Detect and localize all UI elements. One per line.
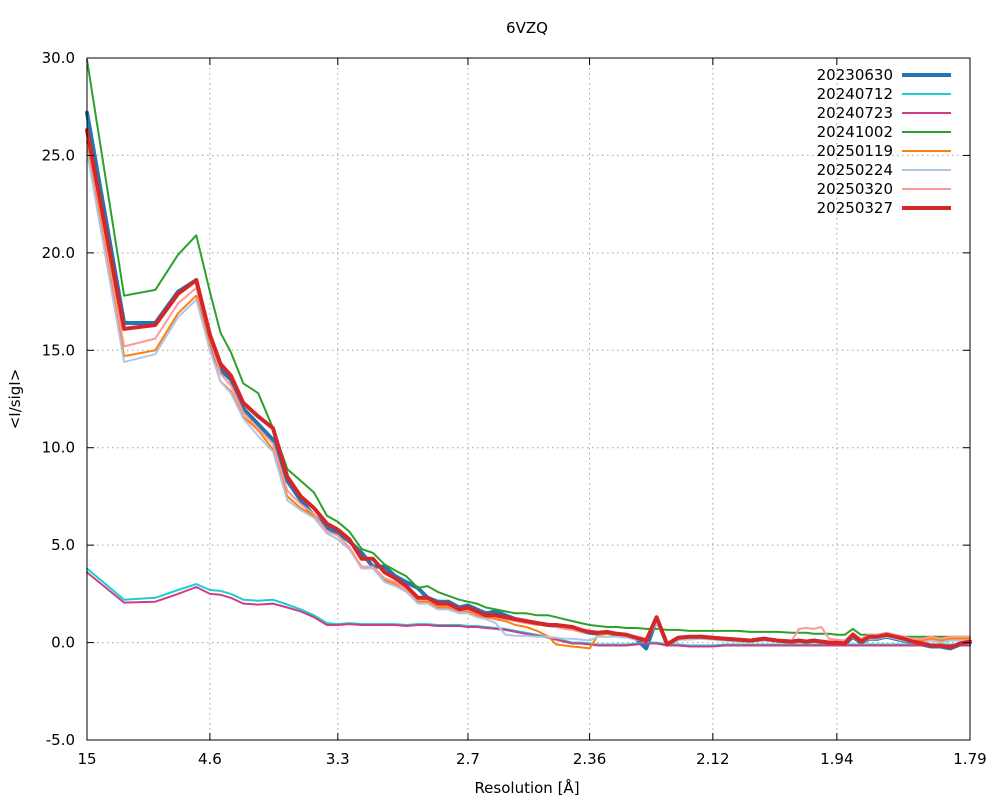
legend-entry-label: 20250224	[817, 161, 893, 179]
legend-entry-label: 20250119	[817, 142, 893, 160]
legend-entry-label: 20240723	[817, 104, 893, 122]
x-tick-label: 15	[77, 750, 96, 768]
series-line-20250224	[86, 150, 971, 647]
x-tick-label: 4.6	[198, 750, 222, 768]
legend-entry-label: 20241002	[817, 123, 893, 141]
legend-entry-label: 20230630	[817, 66, 893, 84]
y-tick-label: 10.0	[42, 439, 75, 457]
x-tick-label: 1.94	[820, 750, 853, 768]
x-tick-label: 2.7	[456, 750, 480, 768]
y-tick-label: -5.0	[46, 731, 75, 749]
axes: 15 4.6 3.3 2.7 2.36 2.12 1.94 1.79 -5.0 0.0 5.0 10.…	[42, 49, 987, 768]
plot-frame	[86, 57, 971, 741]
x-tick-label: 2.12	[696, 750, 729, 768]
x-tick-label: 2.36	[573, 750, 606, 768]
y-tick-label: 0.0	[51, 634, 75, 652]
x-axis-label: Resolution [Å]	[474, 778, 579, 797]
y-tick-label: 5.0	[51, 536, 75, 554]
series-line-20250327	[85, 128, 972, 650]
y-tick-label: 25.0	[42, 146, 75, 164]
chart-title: 6VZQ	[506, 19, 548, 37]
series-line-20250119	[86, 140, 971, 650]
legend: 2023063020240712202407232024100220250119…	[817, 66, 951, 217]
y-axis-label: <I/sigI>	[6, 369, 24, 430]
legend-entry-label: 20250327	[817, 199, 893, 217]
legend-entry-label: 20250320	[817, 180, 893, 198]
plot-area	[85, 58, 972, 651]
series-line-20240723	[86, 571, 971, 648]
x-tick-label: 1.79	[953, 750, 986, 768]
legend-entry-label: 20240712	[817, 85, 893, 103]
y-tick-label: 15.0	[42, 341, 75, 359]
y-tick-label: 20.0	[42, 244, 75, 262]
x-tick-label: 3.3	[326, 750, 350, 768]
series-line-20241002	[86, 58, 971, 638]
y-tick-label: 30.0	[42, 49, 75, 67]
